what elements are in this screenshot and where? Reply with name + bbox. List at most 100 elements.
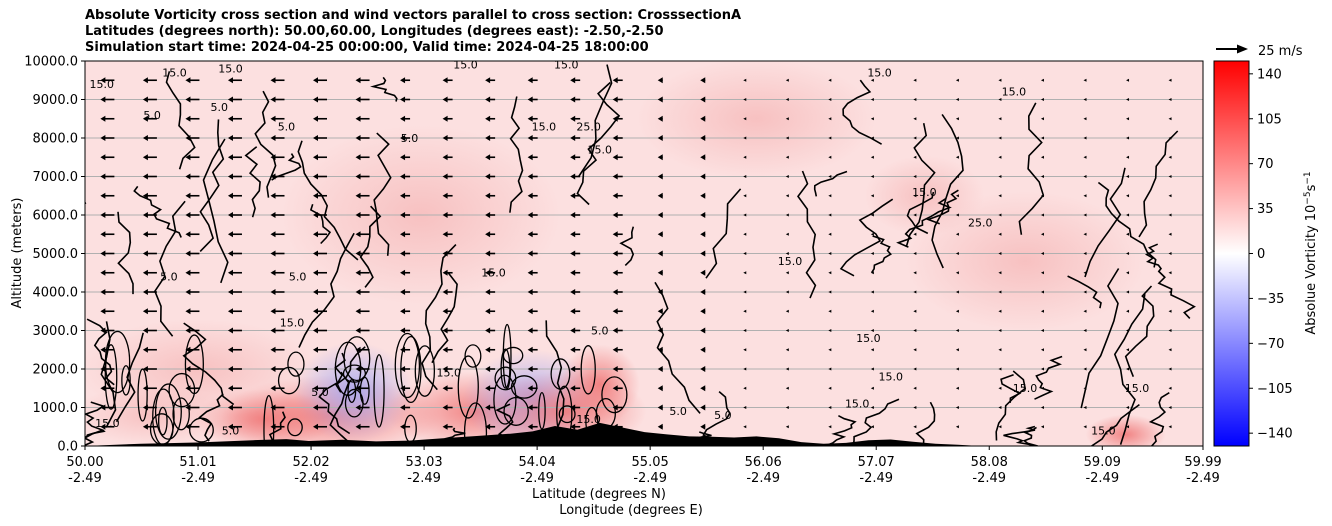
- colorbar-tick-label: −70: [1257, 337, 1284, 352]
- wind-vector-head: [485, 96, 491, 103]
- wind-vector: [1083, 386, 1087, 390]
- contour-line: [168, 372, 196, 408]
- wind-vector-head: [313, 154, 319, 161]
- contour-line: [824, 414, 857, 446]
- contour-line: [297, 140, 359, 261]
- y-tick-label: 1000.0: [33, 401, 79, 416]
- wind-vector-head: [485, 250, 491, 257]
- contour-line: [851, 398, 900, 446]
- wind-vector-head: [570, 192, 576, 199]
- wind-vector: [1168, 155, 1172, 159]
- wind-vector-head: [442, 250, 448, 257]
- wind-vector: [913, 367, 917, 371]
- colorbar-label-exp1: −5: [1303, 191, 1313, 204]
- contour-label: 25.0: [968, 217, 993, 230]
- wind-vector-head: [612, 327, 618, 334]
- contour-label: 5.0: [714, 409, 732, 422]
- wind-vector-head: [527, 385, 533, 392]
- wind-vector-head: [527, 308, 533, 315]
- y-tick-label: 7000.0: [33, 170, 79, 185]
- wind-vector-head: [570, 346, 576, 353]
- wind-vector: [743, 425, 747, 429]
- wind-vector-head: [185, 346, 191, 353]
- wind-vector-head: [657, 192, 663, 199]
- wind-vector: [1040, 309, 1044, 313]
- wind-vector-head: [527, 192, 533, 199]
- wind-vector-head: [313, 346, 319, 353]
- wind-vector-head: [612, 346, 618, 353]
- wind-vector-head: [442, 135, 448, 141]
- wind-vector: [743, 98, 747, 101]
- wind-vector-head: [570, 231, 576, 238]
- wind-vector: [785, 175, 789, 178]
- wind-vector-head: [657, 96, 663, 103]
- wind-vector: [913, 98, 917, 101]
- contour-line: [121, 365, 131, 396]
- wind-vector-head: [570, 423, 576, 430]
- contour-line: [158, 406, 168, 436]
- wind-vector-head: [442, 154, 448, 161]
- wind-vector-head: [270, 404, 276, 411]
- wind-vector: [785, 252, 789, 255]
- wind-vector-head: [570, 250, 576, 257]
- wind-vector: [870, 329, 874, 332]
- x-tick-label-lat: 56.06: [745, 455, 782, 470]
- wind-vector: [1168, 367, 1172, 371]
- wind-vector-head: [657, 289, 663, 295]
- wind-vector-head: [142, 231, 148, 238]
- wind-vector: [743, 290, 747, 294]
- wind-vector: [828, 155, 832, 159]
- wind-vector: [1126, 367, 1130, 371]
- colorbar-tick-label: −35: [1257, 292, 1284, 307]
- wind-vector-head: [527, 327, 533, 334]
- wind-vector: [1126, 213, 1130, 217]
- wind-vector-head: [400, 308, 406, 315]
- wind-vector-head: [442, 77, 448, 84]
- wind-vector-head: [657, 115, 663, 122]
- wind-vector: [913, 271, 917, 275]
- wind-vector-head: [657, 269, 663, 276]
- wind-vector: [1168, 252, 1172, 255]
- wind-vector: [1126, 406, 1130, 409]
- wind-vector: [1040, 348, 1044, 352]
- wind-vector: [913, 329, 917, 332]
- wind-vector-head: [400, 96, 406, 103]
- colorbar-label-text: Absolue Vorticity 10: [1304, 205, 1319, 335]
- wind-vector: [955, 194, 959, 198]
- contour-line: [905, 123, 936, 248]
- contour-line: [400, 336, 422, 404]
- wind-vector: [913, 136, 917, 140]
- wind-vector: [955, 309, 959, 313]
- contour-line: [1000, 373, 1022, 403]
- wind-vector: [870, 194, 874, 198]
- wind-vector: [785, 425, 789, 429]
- wind-vector-head: [270, 115, 276, 122]
- contour-line: [421, 244, 457, 391]
- wind-vector-head: [313, 115, 319, 122]
- wind-vector: [1083, 232, 1087, 236]
- wind-vector: [1126, 271, 1130, 275]
- wind-vector-head: [185, 173, 191, 180]
- wind-vector: [870, 232, 874, 236]
- wind-vector-head: [700, 135, 706, 141]
- wind-vector: [1168, 136, 1172, 140]
- x-tick-label-lon: -2.49: [407, 471, 441, 486]
- wind-vector-head: [400, 327, 406, 334]
- wind-vector: [870, 406, 874, 409]
- contour-line: [797, 170, 817, 299]
- wind-vector-head: [227, 385, 233, 392]
- wind-vector-head: [100, 404, 106, 411]
- wind-vector-head: [612, 269, 618, 276]
- wind-vector-head: [612, 135, 618, 141]
- wind-vector-head: [185, 385, 191, 392]
- wind-vector-head: [612, 404, 618, 411]
- wind-vector: [913, 348, 917, 352]
- wind-vector-head: [657, 308, 663, 315]
- wind-vector-head: [270, 250, 276, 257]
- wind-vector-head: [227, 366, 233, 372]
- wind-vector-head: [313, 173, 319, 180]
- wind-vector: [743, 386, 747, 390]
- wind-vector-head: [142, 308, 148, 315]
- wind-vector-head: [442, 96, 448, 103]
- wind-vector-head: [142, 173, 148, 180]
